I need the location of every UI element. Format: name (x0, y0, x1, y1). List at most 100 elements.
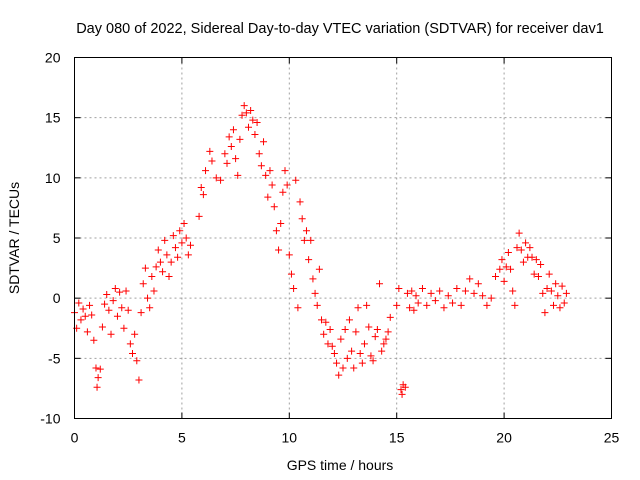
y-tick-label: 20 (45, 50, 61, 66)
data-point (367, 352, 375, 360)
data-point (324, 340, 332, 348)
data-point (311, 289, 319, 297)
x-tick-label: 15 (389, 430, 405, 446)
data-point (530, 270, 538, 278)
data-point (212, 174, 220, 182)
data-point (182, 234, 190, 242)
data-point (244, 123, 252, 131)
data-point (326, 325, 334, 333)
data-point (487, 294, 495, 302)
data-point (122, 287, 130, 295)
data-point (515, 229, 523, 237)
data-point (371, 333, 379, 341)
x-tick-label: 25 (604, 430, 620, 446)
data-point (384, 328, 392, 336)
y-tick-label: 5 (53, 230, 61, 246)
data-point (163, 251, 171, 259)
data-point (440, 304, 448, 312)
data-point (397, 386, 405, 394)
data-point (552, 280, 560, 288)
data-point (279, 188, 287, 196)
data-point (126, 340, 134, 348)
data-point (139, 280, 147, 288)
data-point (522, 239, 530, 247)
data-point (461, 287, 469, 295)
data-point (517, 246, 525, 254)
data-point (337, 335, 345, 343)
data-point (257, 162, 265, 170)
data-point (81, 312, 89, 320)
x-tick-label: 0 (71, 430, 79, 446)
data-point (348, 347, 356, 355)
data-point (358, 359, 366, 367)
y-tick-label: 15 (45, 110, 61, 126)
data-point (137, 309, 145, 317)
data-point (247, 106, 255, 114)
data-point (498, 256, 506, 264)
data-point (492, 273, 500, 281)
data-point (511, 301, 519, 309)
y-tick-label: -10 (40, 411, 60, 427)
data-point (197, 183, 205, 191)
data-point (313, 301, 321, 309)
data-point (264, 193, 272, 201)
data-point (322, 318, 330, 326)
data-point (562, 289, 570, 297)
data-point (131, 330, 139, 338)
data-point (79, 305, 87, 313)
data-point (116, 288, 124, 296)
data-point (184, 251, 192, 259)
data-point (502, 263, 510, 271)
data-point (393, 301, 401, 309)
x-tick-label: 5 (178, 430, 186, 446)
data-point (101, 300, 109, 308)
data-point (178, 239, 186, 247)
data-point (111, 285, 119, 293)
data-point (75, 299, 83, 307)
data-point (206, 147, 214, 155)
data-point (150, 287, 158, 295)
data-point (507, 265, 515, 273)
data-point (176, 227, 184, 235)
data-point (500, 277, 508, 285)
data-point (376, 280, 384, 288)
data-point (266, 167, 274, 175)
data-point (167, 258, 175, 266)
data-point (103, 291, 111, 299)
data-point (554, 292, 562, 300)
data-point (171, 244, 179, 252)
data-point (113, 312, 121, 320)
data-point (77, 316, 85, 324)
x-tick-label: 10 (282, 430, 298, 446)
data-point (186, 241, 194, 249)
data-point (509, 287, 517, 295)
data-point (386, 313, 394, 321)
data-point (504, 248, 512, 256)
data-point (124, 306, 132, 314)
data-point (398, 390, 406, 398)
data-point (365, 323, 373, 331)
data-point (412, 292, 420, 300)
data-point (146, 304, 154, 312)
data-point (268, 181, 276, 189)
data-point (290, 285, 298, 293)
data-point (300, 236, 308, 244)
data-point (479, 292, 487, 300)
data-point (287, 270, 295, 278)
data-point (363, 301, 371, 309)
data-point (406, 304, 414, 312)
data-point (307, 236, 315, 244)
data-point (436, 287, 444, 295)
data-point (93, 383, 101, 391)
data-point (350, 364, 358, 372)
data-point (199, 191, 207, 199)
data-point (169, 232, 177, 240)
data-point (251, 131, 259, 139)
data-point (94, 374, 102, 382)
data-point (270, 203, 278, 211)
data-point (401, 383, 409, 391)
data-point (275, 246, 283, 254)
data-point (418, 285, 426, 293)
data-point (410, 306, 418, 314)
data-point (83, 328, 91, 336)
